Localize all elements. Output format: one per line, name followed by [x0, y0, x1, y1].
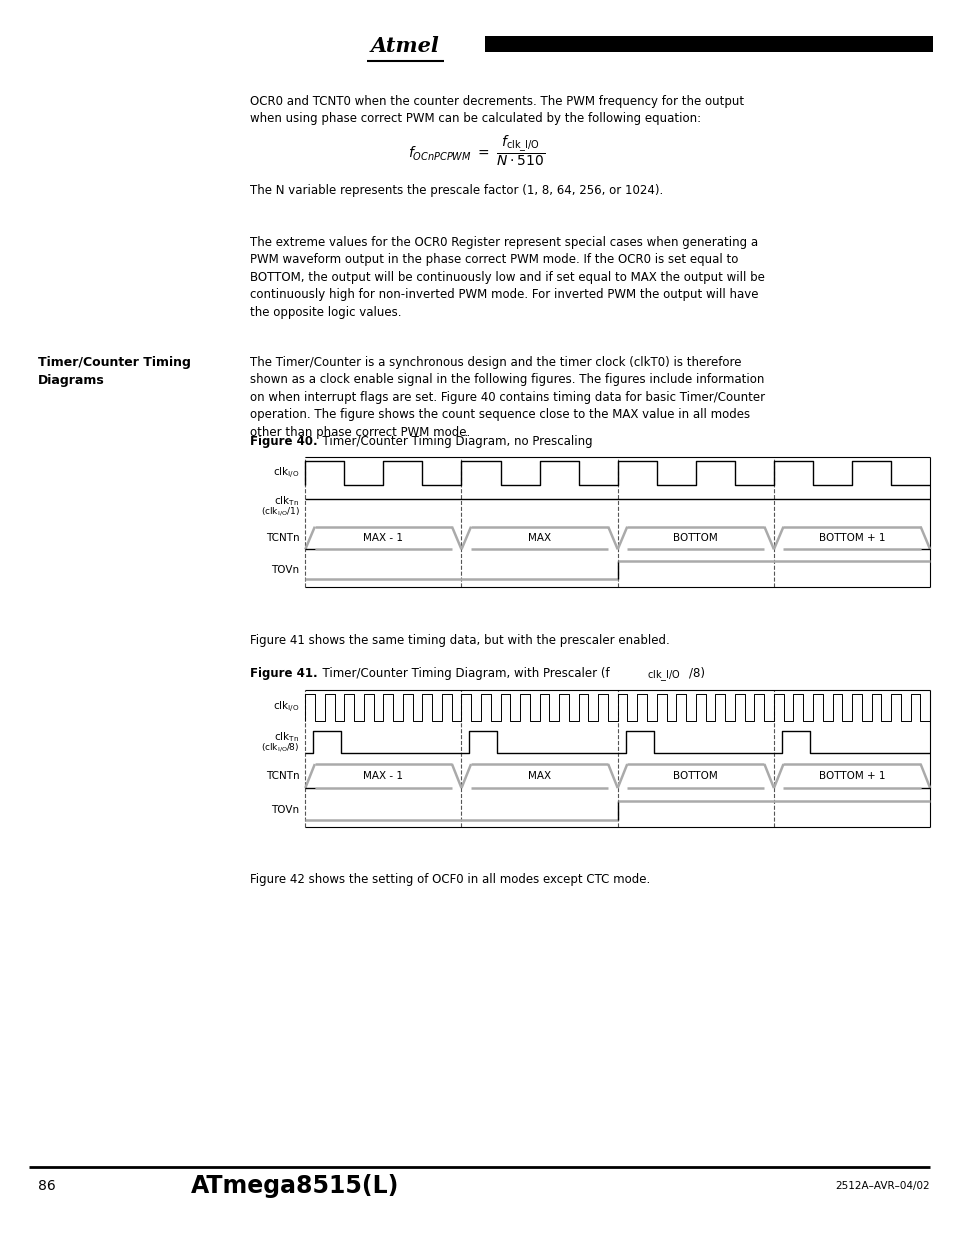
- Text: Figure 40.: Figure 40.: [250, 435, 317, 448]
- Text: Figure 41 shows the same timing data, but with the prescaler enabled.: Figure 41 shows the same timing data, bu…: [250, 634, 669, 647]
- Text: TOVn: TOVn: [272, 566, 299, 576]
- Text: Atmel: Atmel: [371, 36, 439, 56]
- Text: Figure 41.: Figure 41.: [250, 667, 317, 680]
- Text: Timer/Counter Timing
Diagrams: Timer/Counter Timing Diagrams: [38, 356, 191, 387]
- Text: MAX: MAX: [528, 534, 551, 543]
- Text: $\mathrm{(clk_{I/O}/1)}$: $\mathrm{(clk_{I/O}/1)}$: [260, 505, 299, 517]
- Text: MAX: MAX: [528, 771, 551, 781]
- Text: 86: 86: [38, 1178, 56, 1193]
- Bar: [484, 36, 932, 52]
- Text: $\mathrm{clk_{Tn}}$: $\mathrm{clk_{Tn}}$: [274, 730, 299, 743]
- Text: $\mathrm{(clk_{I/O}/8)}$: $\mathrm{(clk_{I/O}/8)}$: [261, 741, 299, 755]
- Text: BOTTOM + 1: BOTTOM + 1: [818, 771, 884, 781]
- Text: $\mathregular{clk\_I/O}$: $\mathregular{clk\_I/O}$: [646, 668, 680, 683]
- Text: TOVn: TOVn: [272, 805, 299, 815]
- Text: BOTTOM: BOTTOM: [673, 534, 718, 543]
- Text: MAX - 1: MAX - 1: [363, 534, 403, 543]
- Text: OCR0 and TCNT0 when the counter decrements. The PWM frequency for the output
whe: OCR0 and TCNT0 when the counter decremen…: [250, 95, 743, 125]
- Text: The Timer/Counter is a synchronous design and the timer clock (clkT0) is therefo: The Timer/Counter is a synchronous desig…: [250, 356, 764, 438]
- Text: Timer/Counter Timing Diagram, with Prescaler (f: Timer/Counter Timing Diagram, with Presc…: [314, 667, 609, 680]
- Text: /8): /8): [688, 667, 704, 680]
- Text: TCNTn: TCNTn: [266, 771, 299, 781]
- Text: The extreme values for the OCR0 Register represent special cases when generating: The extreme values for the OCR0 Register…: [250, 236, 764, 319]
- Text: $f_{OCnPCPWM}\ =\ \dfrac{f_{\mathrm{clk\_I/O}}}{N \cdot 510}$: $f_{OCnPCPWM}\ =\ \dfrac{f_{\mathrm{clk\…: [408, 133, 545, 168]
- Text: BOTTOM: BOTTOM: [673, 771, 718, 781]
- Text: 2512A–AVR–04/02: 2512A–AVR–04/02: [835, 1181, 929, 1191]
- Text: $\mathrm{clk_{I/O}}$: $\mathrm{clk_{I/O}}$: [273, 700, 299, 715]
- Text: BOTTOM + 1: BOTTOM + 1: [818, 534, 884, 543]
- Text: MAX - 1: MAX - 1: [363, 771, 403, 781]
- Text: ATmega8515(L): ATmega8515(L): [191, 1173, 398, 1198]
- Text: $\mathrm{clk_{I/O}}$: $\mathrm{clk_{I/O}}$: [273, 466, 299, 480]
- Text: Figure 42 shows the setting of OCF0 in all modes except CTC mode.: Figure 42 shows the setting of OCF0 in a…: [250, 873, 650, 887]
- Text: Timer/Counter Timing Diagram, no Prescaling: Timer/Counter Timing Diagram, no Prescal…: [314, 435, 592, 448]
- Text: TCNTn: TCNTn: [266, 534, 299, 543]
- Text: $\mathrm{clk_{Tn}}$: $\mathrm{clk_{Tn}}$: [274, 494, 299, 508]
- Text: The N variable represents the prescale factor (1, 8, 64, 256, or 1024).: The N variable represents the prescale f…: [250, 184, 662, 198]
